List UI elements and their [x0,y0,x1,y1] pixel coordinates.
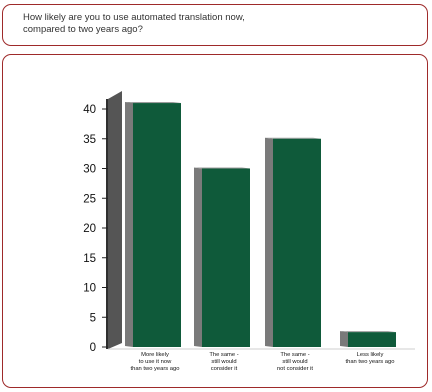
y-tick-label: 10 [83,283,96,295]
bar [133,103,181,347]
bar-top [125,102,181,104]
bar [202,168,250,347]
bar-top [340,331,396,333]
x-tick-label: The same - [209,352,238,358]
x-tick-label: consider it [211,366,238,372]
bar-side [340,331,348,347]
x-tick-label: not consider it [277,366,313,372]
y-tick-label: 15 [83,253,96,265]
x-tick-label: to use it now [139,359,172,365]
y-axis-line [106,99,108,349]
question-text: How likely are you to use automated tran… [23,12,363,36]
bar [348,332,396,347]
y-tick-label: 30 [83,164,96,176]
y-tick-label: 0 [90,342,96,354]
y-tick-label: 25 [83,193,96,205]
x-tick-label: still would [282,359,307,365]
y-axis-wall [108,91,122,349]
x-tick-label: still would [211,359,236,365]
y-tick-label: 20 [83,223,96,235]
bar-side [194,167,202,347]
x-tick-label: than two years ago [131,366,180,372]
question-line-2: compared to two years ago? [23,24,143,35]
x-tick-label: than two years ago [346,359,395,365]
question-box: How likely are you to use automated tran… [2,4,428,46]
y-tick-label: 40 [83,104,96,116]
question-line-1: How likely are you to use automated tran… [23,12,245,23]
y-tick-label: 35 [83,134,96,146]
bar-top [265,137,321,139]
x-tick-label: The same - [280,352,309,358]
x-tick-label: Less likely [357,352,384,358]
bar-side [125,102,133,347]
bar [273,138,321,347]
y-tick-label: 5 [90,312,96,324]
x-tick-label: More likely [141,352,169,358]
chart-box: 0 5 10 15 20 25 30 35 40 More likely to use it now… [2,54,428,388]
bar-top [194,167,250,169]
bar-side [265,137,273,347]
